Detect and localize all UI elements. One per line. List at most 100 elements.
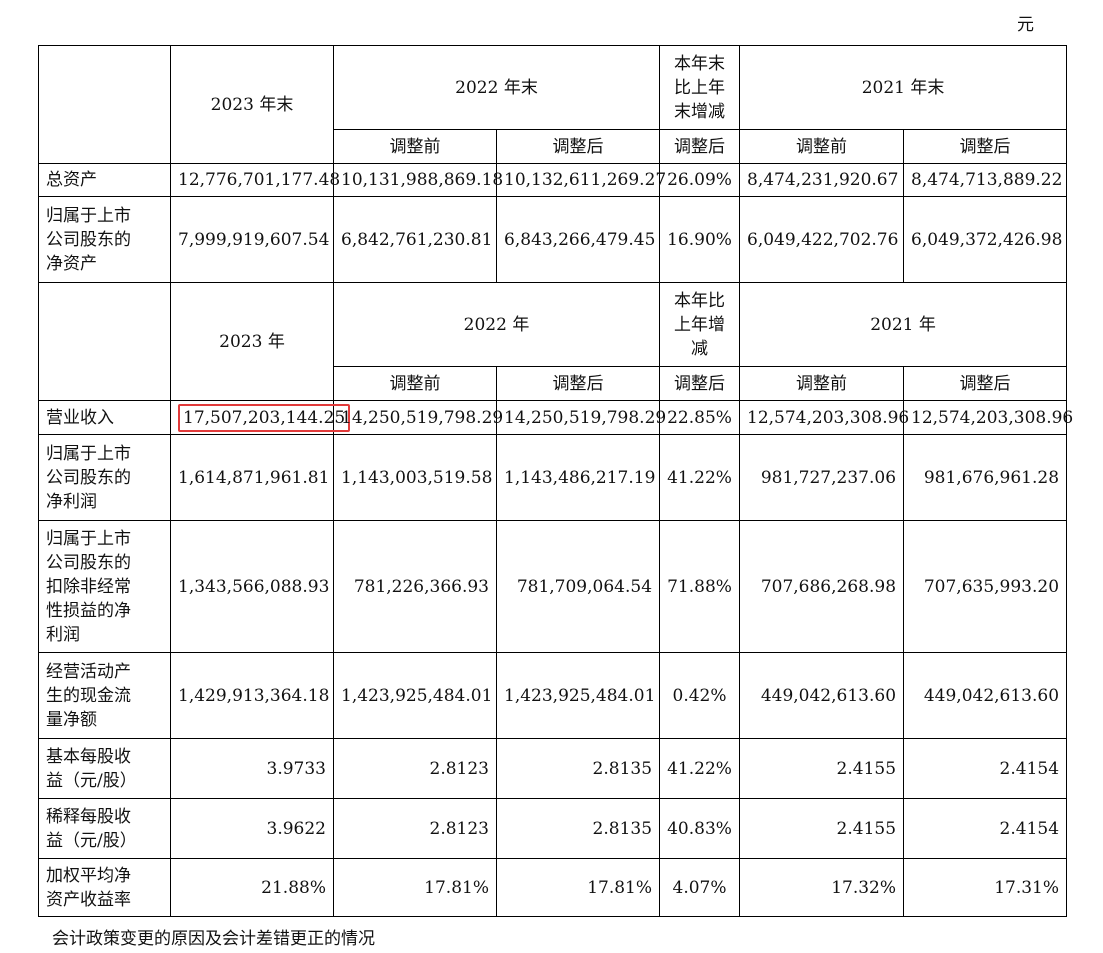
cell-2023: 21.88% (170, 858, 334, 917)
subheader-row: 调整前 调整后 调整后 调整前 调整后 (39, 366, 1068, 401)
cell-2023: 3.9622 (170, 798, 334, 859)
cell-2021-before: 449,042,613.60 (739, 652, 905, 739)
cell-2021-after: 12,574,203,308.96 (903, 400, 1073, 435)
row-label: 基本每股收 益（元/股） (38, 738, 171, 799)
cell-2022-after: 781,709,064.54 (495, 520, 661, 653)
table-row: 归属于上市 公司股东的 净资产 7,999,919,607.54 6,842,761… (38, 196, 1068, 283)
cell-2022-after: 1,423,925,484.01 (495, 652, 661, 739)
sub-2021-after: 调整后 (903, 129, 1068, 164)
table-row: 稀释每股收 益（元/股） 3.9622 2.8123 2.8135 40.83% … (38, 798, 1068, 859)
header-change: 本年比 上年增减 (659, 282, 741, 367)
cell-2022-after: 10,132,611,269.27 (495, 163, 666, 197)
cell-change: 40.83% (659, 798, 741, 859)
row-label: 营业收入 (38, 400, 171, 435)
cell-2021-after: 17.31% (903, 858, 1068, 917)
cell-2022-before: 1,143,003,519.58 (333, 434, 497, 521)
cell-2023: 1,429,913,364.18 (170, 652, 334, 739)
cell-change: 41.22% (659, 434, 741, 521)
row-label: 归属于上市 公司股东的 净资产 (38, 196, 171, 283)
cell-change: 4.07% (659, 858, 741, 917)
cell-change: 0.42% (659, 652, 741, 739)
footer-note: 会计政策变更的原因及会计差错更正的情况 (52, 929, 375, 949)
cell-2021-before: 8,474,231,920.67 (739, 163, 905, 197)
cell-2023: 1,614,871,961.81 (170, 434, 334, 521)
cell-2021-before: 2.4155 (739, 798, 905, 859)
sub-2021-after: 调整后 (903, 366, 1068, 401)
cell-2021-after: 707,635,993.20 (903, 520, 1068, 653)
cell-2022-after: 2.8135 (495, 798, 661, 859)
row-label: 归属于上市 公司股东的 净利润 (38, 434, 171, 521)
cell-2022-after: 17.81% (495, 858, 661, 917)
table-row: 总资产 12,776,701,177.48 10,131,988,869.18 … (38, 163, 1068, 197)
header-2021: 2021 年 (739, 282, 1068, 367)
sub-change-after: 调整后 (659, 129, 741, 164)
cell-2022-after: 1,143,486,217.19 (495, 434, 661, 521)
sub-2022-before: 调整前 (333, 366, 497, 401)
table-row: 营业收入 17,507,203,144.25 14,250,519,798.29… (38, 400, 1073, 435)
cell-2021-after: 981,676,961.28 (903, 434, 1068, 521)
cell-2023: 12,776,701,177.48 (170, 163, 340, 197)
cell-change: 41.22% (659, 738, 741, 799)
cell-2022-before: 781,226,366.93 (333, 520, 497, 653)
table-row: 加权平均净 资产收益率 21.88% 17.81% 17.81% 4.07% 17… (38, 858, 1068, 917)
table-row: 归属于上市 公司股东的 净利润 1,614,871,961.81 1,143,003… (38, 434, 1068, 521)
cell-2023: 3.9733 (170, 738, 334, 799)
table-row: 经营活动产 生的现金流 量净额 1,429,913,364.18 1,423,925… (38, 652, 1068, 739)
cell-2022-before: 17.81% (333, 858, 497, 917)
header-2022: 2022 年末 (332, 45, 661, 130)
header-2022: 2022 年 (332, 282, 661, 367)
row-label: 稀释每股收 益（元/股） (38, 798, 171, 859)
highlight-box: 17,507,203,144.25 (178, 403, 351, 432)
sub-2022-before: 调整前 (333, 129, 497, 164)
table-row: 归属于上市 公司股东的 扣除非经常 性损益的净 利润 1,343,566,088.93 … (38, 520, 1068, 653)
cell-2021-before: 6,049,422,702.76 (739, 196, 905, 283)
cell-2021-after: 2.4154 (903, 738, 1068, 799)
sub-2021-before: 调整前 (739, 129, 905, 164)
sub-2022-after: 调整后 (495, 366, 661, 401)
cell-2021-before: 2.4155 (739, 738, 905, 799)
cell-2022-before: 14,250,519,798.29 (333, 400, 503, 435)
table-row: 基本每股收 益（元/股） 3.9733 2.8123 2.8135 41.22% … (38, 738, 1068, 799)
cell-2022-after: 6,843,266,479.45 (495, 196, 661, 283)
cell-2023: 7,999,919,607.54 (170, 196, 334, 283)
cell-2022-before: 6,842,761,230.81 (333, 196, 497, 283)
cell-2022-before: 2.8123 (333, 738, 497, 799)
cell-2021-before: 707,686,268.98 (739, 520, 905, 653)
sub-2022-after: 调整后 (495, 129, 661, 164)
header-2023: 2023 年 (170, 282, 334, 401)
row-label: 总资产 (38, 163, 171, 197)
row-label: 加权平均净 资产收益率 (38, 858, 171, 917)
cell-2022-before: 2.8123 (333, 798, 497, 859)
header-change: 本年末 比上年 末增减 (659, 45, 741, 130)
cell-2023: 17,507,203,144.25 (170, 400, 351, 435)
header-corner (38, 45, 171, 164)
row-label: 归属于上市 公司股东的 扣除非经常 性损益的净 利润 (38, 520, 171, 653)
sub-change-after: 调整后 (659, 366, 741, 401)
cell-change: 26.09% (659, 163, 741, 197)
header-row-year: 2023 年 2022 年 本年比 上年增减 2021 年 (38, 282, 1068, 401)
cell-change: 22.85% (659, 400, 741, 435)
cell-2022-before: 1,423,925,484.01 (333, 652, 497, 739)
unit-label: 元 (1017, 15, 1034, 35)
cell-2021-after: 8,474,713,889.22 (903, 163, 1068, 197)
cell-2021-after: 449,042,613.60 (903, 652, 1068, 739)
header-corner (38, 282, 171, 401)
cell-2021-before: 17.32% (739, 858, 905, 917)
sub-2021-before: 调整前 (739, 366, 905, 401)
header-2023: 2023 年末 (170, 45, 334, 164)
cell-2021-before: 981,727,237.06 (739, 434, 905, 521)
subheader-row: 调整前 调整后 调整后 调整前 调整后 (39, 129, 1068, 164)
cell-2022-before: 10,131,988,869.18 (333, 163, 503, 197)
header-row-year-end: 2023 年末 2022 年末 本年末 比上年 末增减 2021 年末 (38, 45, 1068, 164)
cell-2022-after: 14,250,519,798.29 (495, 400, 666, 435)
cell-change: 16.90% (659, 196, 741, 283)
cell-2021-after: 2.4154 (903, 798, 1068, 859)
cell-2022-after: 2.8135 (495, 738, 661, 799)
cell-2021-before: 12,574,203,308.96 (739, 400, 909, 435)
cell-change: 71.88% (659, 520, 741, 653)
financial-table: 2023 年末 2022 年末 本年末 比上年 末增减 2021 年末 调整前 调整… (38, 45, 1073, 917)
cell-2023: 1,343,566,088.93 (170, 520, 334, 653)
cell-2021-after: 6,049,372,426.98 (903, 196, 1068, 283)
header-2021: 2021 年末 (739, 45, 1068, 130)
row-label: 经营活动产 生的现金流 量净额 (38, 652, 171, 739)
